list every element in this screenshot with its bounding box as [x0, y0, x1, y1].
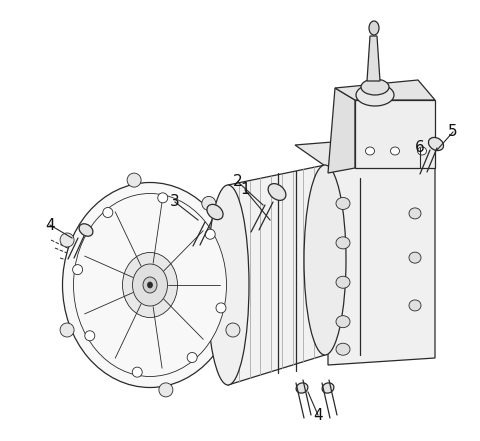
Ellipse shape	[147, 282, 153, 288]
Ellipse shape	[336, 276, 350, 288]
Ellipse shape	[122, 253, 178, 318]
Ellipse shape	[132, 367, 142, 377]
Ellipse shape	[187, 352, 197, 363]
Text: 6: 6	[415, 141, 425, 156]
Ellipse shape	[158, 193, 168, 203]
Polygon shape	[228, 165, 325, 385]
Polygon shape	[295, 135, 435, 168]
Polygon shape	[328, 158, 435, 365]
Ellipse shape	[73, 194, 227, 377]
Polygon shape	[355, 100, 435, 168]
Ellipse shape	[322, 383, 334, 393]
Ellipse shape	[60, 323, 74, 337]
Ellipse shape	[304, 165, 346, 355]
Polygon shape	[335, 80, 435, 100]
Ellipse shape	[62, 183, 238, 388]
Ellipse shape	[365, 147, 374, 155]
Ellipse shape	[268, 183, 286, 200]
Ellipse shape	[391, 147, 399, 155]
Ellipse shape	[216, 303, 226, 313]
Polygon shape	[328, 88, 355, 173]
Ellipse shape	[72, 265, 83, 275]
Ellipse shape	[409, 300, 421, 311]
Ellipse shape	[336, 198, 350, 209]
Ellipse shape	[418, 147, 427, 155]
Ellipse shape	[85, 331, 95, 341]
Ellipse shape	[159, 383, 173, 397]
Text: 4: 4	[313, 407, 323, 422]
Ellipse shape	[356, 84, 394, 106]
Text: 5: 5	[448, 124, 458, 139]
Text: 3: 3	[170, 194, 180, 209]
Polygon shape	[367, 36, 380, 81]
Ellipse shape	[103, 208, 113, 217]
Ellipse shape	[127, 173, 141, 187]
Ellipse shape	[429, 138, 444, 150]
Ellipse shape	[205, 229, 215, 239]
Ellipse shape	[79, 224, 93, 236]
Ellipse shape	[202, 196, 216, 210]
Ellipse shape	[336, 343, 350, 355]
Ellipse shape	[132, 264, 168, 306]
Ellipse shape	[207, 204, 223, 220]
Ellipse shape	[143, 277, 157, 293]
Ellipse shape	[226, 323, 240, 337]
Ellipse shape	[409, 208, 421, 219]
Ellipse shape	[361, 79, 389, 95]
Ellipse shape	[336, 237, 350, 249]
Ellipse shape	[409, 252, 421, 263]
Ellipse shape	[207, 185, 249, 385]
Text: 4: 4	[45, 217, 55, 232]
Text: 1: 1	[240, 183, 250, 198]
Text: 2: 2	[233, 175, 243, 190]
Ellipse shape	[336, 316, 350, 328]
Ellipse shape	[369, 21, 379, 35]
Ellipse shape	[296, 383, 308, 393]
Ellipse shape	[60, 233, 74, 247]
